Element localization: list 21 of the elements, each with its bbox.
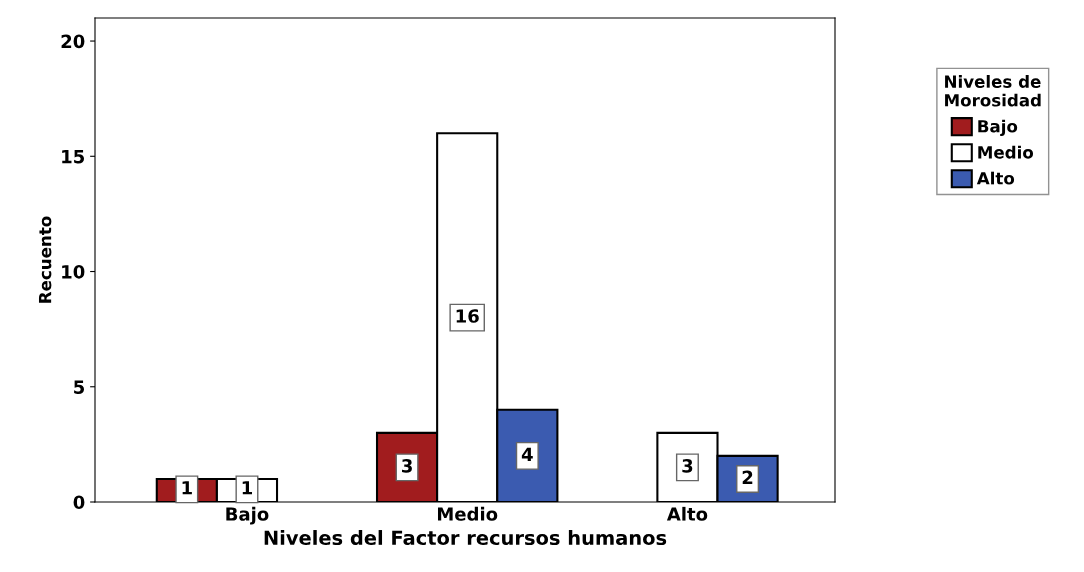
y-axis-title: Recuento [38,216,52,303]
y-tick-label: 15 [62,149,85,164]
data-label: 3 [402,459,412,473]
data-label: 1 [242,481,252,495]
y-tick-label: 10 [62,264,85,279]
data-label: 1 [182,481,192,495]
x-tick-label: Medio [437,506,498,521]
x-tick-label: Alto [666,506,708,521]
legend-label: Medio [978,145,1034,159]
legend-label: Alto [976,171,1015,185]
legend-label: Bajo [978,119,1018,136]
y-tick-label: 20 [61,34,85,49]
data-label: 4 [521,447,533,461]
data-label: 16 [456,309,479,323]
data-label: 2 [742,470,753,484]
legend-title: Niveles de Morosidad [945,75,1041,107]
x-tick-label: Bajo [226,506,269,525]
x-axis-title: Niveles del Factor recursos humanos [264,530,667,546]
y-tick-label: 0 [73,495,85,510]
y-tick-label: 5 [74,380,85,394]
data-label: 3 [682,459,693,473]
